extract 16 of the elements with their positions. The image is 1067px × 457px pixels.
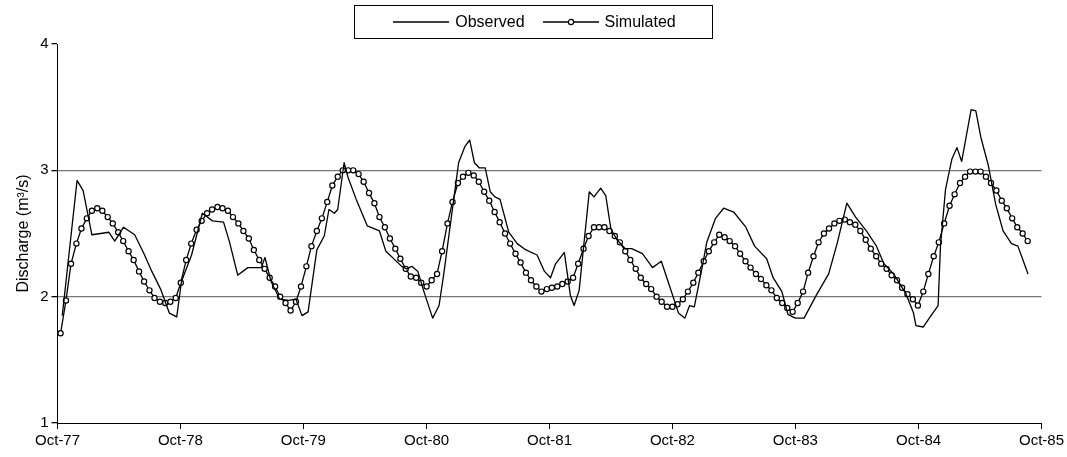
- legend-label: Observed: [455, 13, 525, 31]
- y-axis-title: Discharge (m³/s): [14, 174, 32, 293]
- y-tick-label: 2: [40, 286, 49, 304]
- legend-label: Simulated: [604, 13, 676, 31]
- x-tick-label: Oct-78: [157, 431, 203, 449]
- y-tick-label: 3: [40, 160, 49, 178]
- x-tick-label: Oct-80: [404, 431, 450, 449]
- x-tick-label: Oct-79: [280, 431, 326, 449]
- x-tick-label: Oct-82: [649, 431, 695, 449]
- x-tick-label: Oct-81: [527, 431, 573, 449]
- x-tick-label: Oct-84: [896, 431, 942, 449]
- x-tick-label: Oct-77: [35, 431, 81, 449]
- x-tick-label: Oct-85: [1018, 431, 1064, 449]
- y-tick-label: 4: [40, 34, 49, 52]
- y-tick-label: 1: [40, 413, 49, 431]
- x-tick-label: Oct-83: [772, 431, 818, 449]
